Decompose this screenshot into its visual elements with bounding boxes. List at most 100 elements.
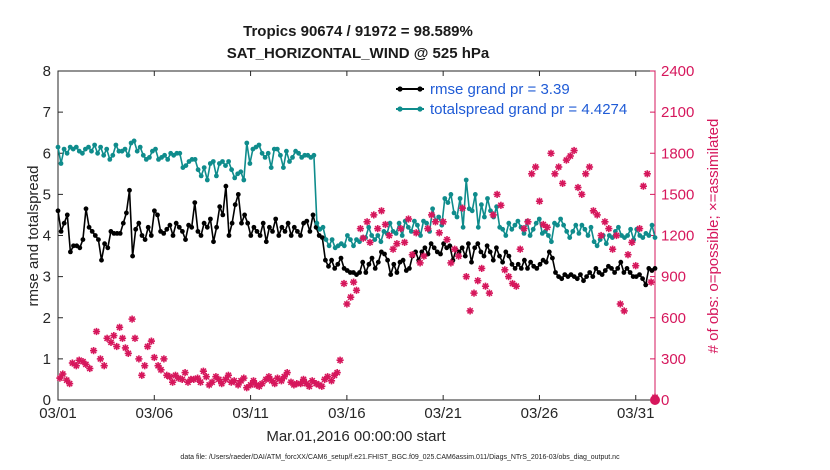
y-tick-label: 4 <box>43 228 51 245</box>
series-point-spread <box>296 150 301 156</box>
series-point-spread <box>64 150 70 156</box>
series-point-spread <box>503 233 509 238</box>
series-point-spread <box>98 144 103 150</box>
series-point-rmse <box>643 282 649 288</box>
series-point-spread <box>469 208 475 214</box>
series-point-rmse <box>422 245 428 251</box>
obs-assimilated-marker <box>547 149 555 157</box>
obs-assimilated-marker <box>221 375 230 383</box>
obs-assimilated-marker <box>431 218 440 226</box>
series-point-rmse <box>226 233 232 238</box>
obs-assimilated-marker <box>150 353 158 362</box>
y-right-tick-label: 2100 <box>661 104 694 121</box>
obs-assimilated-marker <box>258 380 266 388</box>
series-point-rmse <box>204 224 210 230</box>
obs-assimilated-marker <box>632 262 640 270</box>
series-point-rmse <box>627 270 633 275</box>
obs-assimilated-marker <box>474 277 482 285</box>
series-point-spread <box>628 226 633 232</box>
obs-assimilated-marker <box>347 293 355 301</box>
series-point-spread <box>454 214 460 220</box>
obs-assimilated-marker <box>166 373 174 381</box>
obs-assimilated-marker <box>455 252 463 260</box>
series-point-rmse <box>484 243 490 249</box>
series-point-spread <box>210 159 216 164</box>
series-point-rmse <box>92 233 98 238</box>
series-point-spread <box>372 237 378 243</box>
obs-assimilated-marker <box>512 282 520 290</box>
series-point-spread <box>229 167 235 173</box>
series-point-rmse <box>267 224 272 230</box>
series-point-spread <box>247 161 253 166</box>
series-point-spread <box>125 152 131 158</box>
data-file-footer: data file: /Users/raeder/DAI/ATM_forcXX/… <box>180 454 620 461</box>
series-point-rmse <box>602 268 608 273</box>
series-point-spread <box>445 200 451 206</box>
series-point-spread <box>137 144 143 150</box>
obs-assimilated-marker <box>439 218 447 226</box>
series-point-rmse <box>593 266 599 271</box>
series-point-spread <box>348 237 353 243</box>
obs-assimilated-marker <box>420 252 428 260</box>
series-point-rmse <box>164 226 170 232</box>
series-point-spread <box>153 146 158 152</box>
x-tick-label: 03/21 <box>424 405 462 422</box>
series-point-spread <box>500 226 506 232</box>
series-point-rmse <box>170 233 176 238</box>
series-point-rmse <box>310 212 316 218</box>
series-point-spread <box>588 224 594 230</box>
series-point-rmse <box>515 261 521 267</box>
series-point-rmse <box>609 266 614 271</box>
series-point-spread <box>80 150 85 156</box>
series-point-spread <box>603 241 609 247</box>
series-point-spread <box>436 214 442 220</box>
series-point-spread <box>558 216 563 222</box>
series-point-rmse <box>466 241 471 247</box>
series-point-rmse <box>282 229 288 234</box>
series-point-rmse <box>304 218 310 224</box>
y-right-tick-label: 2400 <box>661 63 694 80</box>
obs-assimilated-marker <box>412 229 420 237</box>
series-point-spread <box>366 224 372 230</box>
obs-assimilated-marker <box>531 163 540 171</box>
x-tick-label: 03/16 <box>328 405 366 422</box>
legend-rmse-marker <box>417 86 423 92</box>
obs-assimilated-marker <box>135 355 143 363</box>
series-point-spread <box>268 165 274 171</box>
series-point-spread <box>89 148 94 154</box>
series-point-rmse <box>528 259 533 265</box>
series-point-rmse <box>77 245 83 251</box>
legend-spread-marker <box>397 106 403 112</box>
series-point-rmse <box>618 259 624 265</box>
x-tick-label: 03/06 <box>136 405 174 422</box>
series-point-spread <box>107 157 113 162</box>
obs-assimilated-marker <box>131 334 139 342</box>
series-point-spread <box>92 142 97 148</box>
obs-assimilated-marker <box>128 315 136 323</box>
series-point-rmse <box>152 208 157 214</box>
obs-assimilated-marker <box>470 289 478 297</box>
obs-assimilated-marker <box>283 369 291 377</box>
obs-assimilated-marker <box>639 182 648 190</box>
obs-assimilated-marker <box>118 334 127 342</box>
series-point-spread <box>262 155 268 160</box>
series-point-rmse <box>419 249 425 255</box>
y-right-tick-label: 900 <box>661 269 686 286</box>
obs-assimilated-marker <box>92 327 101 336</box>
series-point-rmse <box>357 270 362 275</box>
obs-assimilated-marker <box>59 370 67 378</box>
series-point-spread <box>101 152 107 158</box>
x-tick-labels: 03/01 03/06 03/11 03/16 03/21 03/26 03/31 <box>39 405 654 422</box>
series-point-rmse <box>590 274 596 279</box>
series-point-spread <box>399 233 405 238</box>
obs-assimilated-marker <box>147 337 155 345</box>
obs-assimilated-marker <box>194 374 202 382</box>
obs-assimilated-marker <box>277 377 285 385</box>
obs-assimilated-marker <box>612 231 621 240</box>
series-point-rmse <box>329 257 334 263</box>
series-point-rmse <box>167 222 173 228</box>
obs-assimilated-marker <box>363 218 371 226</box>
obs-assimilated-marker <box>89 347 98 355</box>
series-point-spread <box>329 237 335 243</box>
plot-frame <box>57 70 656 401</box>
